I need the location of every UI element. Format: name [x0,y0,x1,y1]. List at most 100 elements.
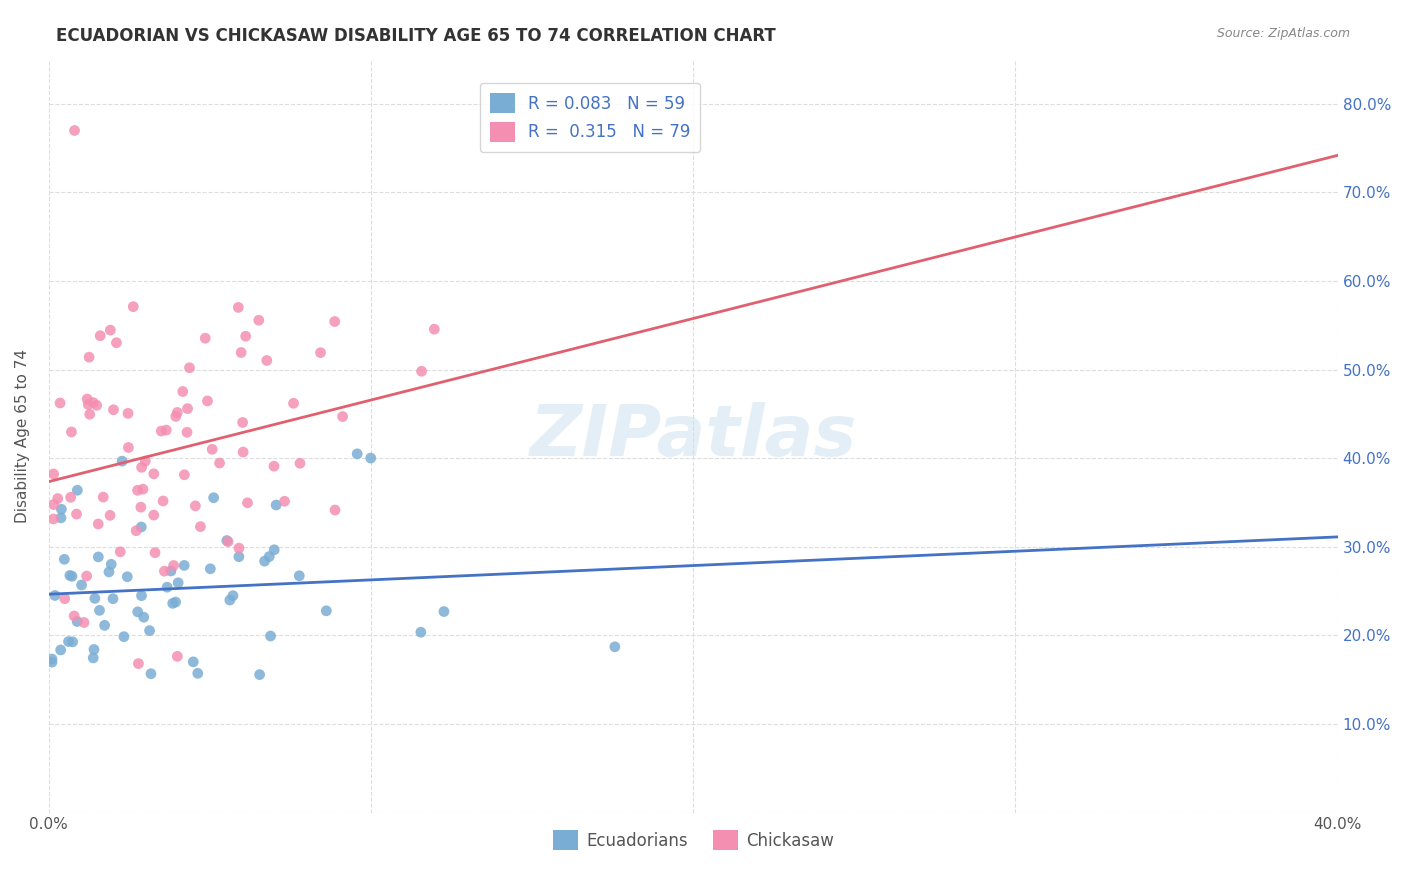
Point [181,655,204,669]
Point [83,642,105,657]
Point [423,322,446,336]
Point [65,507,87,521]
Point [155,423,177,437]
Point [226,301,249,315]
Point [218,593,240,607]
Point [190,519,212,533]
Point [179,360,201,375]
Point [41,655,63,669]
Point [433,605,456,619]
Point [134,454,156,468]
Point [79,407,101,421]
Point [222,589,245,603]
Point [166,649,188,664]
Point [66,483,89,498]
Point [165,595,187,609]
Point [603,640,626,654]
Point [315,604,337,618]
Point [73,615,96,630]
Point [259,549,281,564]
Point [110,545,132,559]
Point [288,456,311,470]
Point [66,615,89,629]
Point [125,524,148,538]
Point [160,564,183,578]
Point [70,578,93,592]
Point [42,498,65,512]
Point [53,591,76,606]
Point [165,409,187,424]
Legend: R = 0.083   N = 59, R =  0.315   N = 79: R = 0.083 N = 59, R = 0.315 N = 79 [479,83,700,152]
Point [77,350,100,364]
Point [201,442,224,457]
Point [332,409,354,424]
Point [236,496,259,510]
Point [346,447,368,461]
Point [42,512,65,526]
Point [176,401,198,416]
Point [263,542,285,557]
Point [77,397,100,411]
Point [59,491,82,505]
Text: ECUADORIAN VS CHICKASAW DISABILITY AGE 65 TO 74 CORRELATION CHART: ECUADORIAN VS CHICKASAW DISABILITY AGE 6… [56,27,776,45]
Point [411,364,433,378]
Point [87,549,110,564]
Y-axis label: Disability Age 65 to 74: Disability Age 65 to 74 [15,349,30,523]
Point [58,634,80,648]
Point [127,657,149,671]
Point [283,396,305,410]
Point [247,313,270,327]
Point [264,498,287,512]
Point [117,406,139,420]
Point [173,558,195,573]
Point [129,500,152,515]
Point [98,508,121,523]
Point [112,630,135,644]
Point [122,300,145,314]
Point [131,589,153,603]
Point [249,667,271,681]
Point [103,402,125,417]
Point [228,541,250,556]
Text: ZIPatlas: ZIPatlas [530,401,856,471]
Point [173,467,195,482]
Point [46,491,69,506]
Point [76,392,98,406]
Point [101,591,124,606]
Point [153,564,176,578]
Point [49,511,72,525]
Point [117,441,139,455]
Point [323,503,346,517]
Point [98,323,121,337]
Point [232,416,254,430]
Point [215,533,238,548]
Point [44,589,66,603]
Point [143,546,166,560]
Point [59,568,82,582]
Point [288,568,311,582]
Point [63,123,86,137]
Point [127,605,149,619]
Point [202,491,225,505]
Point [167,575,190,590]
Point [42,467,65,481]
Point [253,554,276,568]
Point [176,425,198,440]
Point [83,591,105,606]
Point [256,353,278,368]
Point [76,569,98,583]
Point [132,482,155,496]
Point [63,609,86,624]
Point [162,558,184,573]
Point [100,558,122,572]
Point [162,596,184,610]
Text: Source: ZipAtlas.com: Source: ZipAtlas.com [1216,27,1350,40]
Point [360,451,382,466]
Point [172,384,194,399]
Point [150,424,173,438]
Point [87,516,110,531]
Point [235,329,257,343]
Point [60,569,83,583]
Point [309,345,332,359]
Point [231,345,253,359]
